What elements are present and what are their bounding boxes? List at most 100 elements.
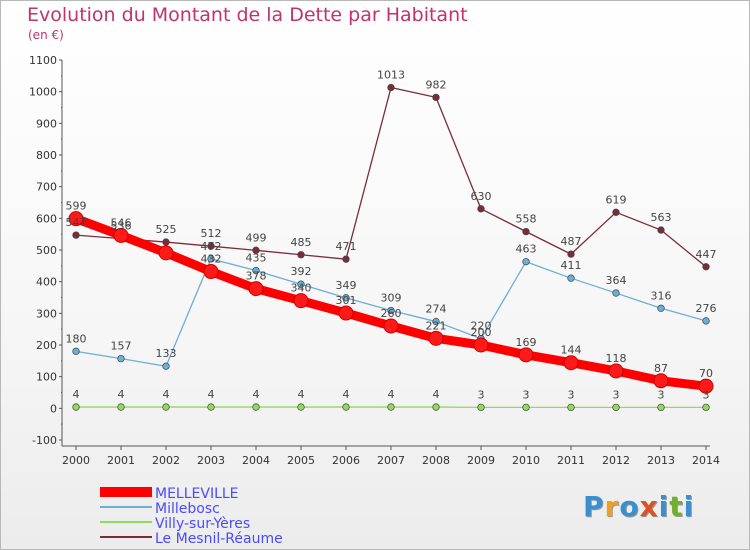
data-label-villy-sur-y-res: 4 xyxy=(118,388,125,401)
data-label-melleville: 169 xyxy=(516,336,537,349)
data-label-millebosc: 463 xyxy=(516,243,537,256)
data-point-millebosc xyxy=(162,362,170,370)
data-label-millebosc: 435 xyxy=(246,252,267,265)
data-point-millebosc xyxy=(342,294,350,302)
data-label-le-mesnil-r-aume: 447 xyxy=(696,248,717,261)
data-label-villy-sur-y-res: 3 xyxy=(523,388,530,401)
data-point-villy-sur-y-res xyxy=(117,403,125,411)
data-label-le-mesnil-r-aume: 499 xyxy=(246,231,267,244)
y-tick-label: 1000 xyxy=(29,86,57,99)
data-label-villy-sur-y-res: 4 xyxy=(298,388,305,401)
x-tick-label: 2013 xyxy=(647,454,675,467)
data-point-melleville xyxy=(563,355,579,371)
x-tick-label: 2010 xyxy=(512,454,540,467)
data-point-villy-sur-y-res xyxy=(162,403,170,411)
x-tick-label: 2014 xyxy=(692,454,720,467)
data-point-villy-sur-y-res xyxy=(72,403,80,411)
data-point-villy-sur-y-res xyxy=(567,403,575,412)
data-label-melleville: 546 xyxy=(111,216,132,229)
data-label-millebosc: 276 xyxy=(696,302,717,315)
x-tick-label: 2004 xyxy=(242,454,270,467)
y-tick-label: 400 xyxy=(36,276,57,289)
data-label-le-mesnil-r-aume: 563 xyxy=(651,211,672,224)
data-point-le-mesnil-r-aume xyxy=(297,251,305,259)
data-point-villy-sur-y-res xyxy=(342,403,350,411)
data-point-millebosc xyxy=(612,289,620,297)
x-tick-label: 2002 xyxy=(152,454,180,467)
data-point-le-mesnil-r-aume xyxy=(477,205,485,213)
data-label-le-mesnil-r-aume: 1013 xyxy=(377,69,405,82)
data-point-melleville xyxy=(473,337,489,353)
data-point-le-mesnil-r-aume xyxy=(432,93,440,102)
data-point-villy-sur-y-res xyxy=(252,403,260,411)
data-label-millebosc: 392 xyxy=(291,265,312,278)
data-label-villy-sur-y-res: 4 xyxy=(388,388,395,401)
data-label-melleville: 599 xyxy=(66,200,87,213)
data-point-villy-sur-y-res xyxy=(387,403,395,411)
proxiti-logo: Proxiti xyxy=(583,490,695,523)
y-tick-label: 600 xyxy=(36,212,57,225)
data-point-melleville xyxy=(158,245,174,261)
data-label-overlap: 378 xyxy=(246,270,267,283)
data-label-overlap: 301 xyxy=(336,294,357,307)
data-point-melleville xyxy=(68,211,84,227)
data-point-millebosc xyxy=(297,280,305,288)
data-label-melleville: 70 xyxy=(699,367,713,380)
data-label-le-mesnil-r-aume: 536 xyxy=(111,220,132,233)
data-label-millebosc: 411 xyxy=(561,259,582,272)
data-label-villy-sur-y-res: 3 xyxy=(568,388,575,401)
x-tick-label: 2003 xyxy=(197,454,225,467)
data-point-le-mesnil-r-aume xyxy=(612,208,620,216)
data-label-melleville: 144 xyxy=(561,344,582,357)
x-tick-label: 2006 xyxy=(332,454,360,467)
data-label-villy-sur-y-res: 4 xyxy=(253,388,260,401)
y-tick-label: 500 xyxy=(36,244,57,257)
chart-title: Evolution du Montant de la Dette par Hab… xyxy=(27,4,468,26)
data-point-melleville xyxy=(248,281,264,297)
y-tick-label: 700 xyxy=(36,181,57,194)
data-label-millebosc: 364 xyxy=(606,274,627,287)
chart-subtitle: (en €) xyxy=(28,28,64,42)
data-point-millebosc xyxy=(207,255,215,263)
data-point-le-mesnil-r-aume xyxy=(72,231,80,239)
data-label-overlap: 221 xyxy=(426,319,447,332)
data-point-melleville xyxy=(383,318,399,334)
data-label-millebosc: 133 xyxy=(156,347,177,360)
data-label-le-mesnil-r-aume: 525 xyxy=(156,223,177,236)
y-tick-label: 900 xyxy=(36,117,57,130)
data-label-villy-sur-y-res: 4 xyxy=(433,388,440,401)
data-label-le-mesnil-r-aume: 512 xyxy=(201,227,222,240)
data-point-le-mesnil-r-aume xyxy=(567,250,575,258)
data-label-villy-sur-y-res: 3 xyxy=(703,388,710,401)
data-point-millebosc xyxy=(702,317,710,325)
series-line-le-mesnil-r-aume xyxy=(75,86,707,268)
data-point-millebosc xyxy=(657,304,665,312)
legend-label-le-mesnil-r-aume: Le Mesnil-Réaume xyxy=(155,531,283,547)
data-point-villy-sur-y-res xyxy=(522,403,530,412)
x-tick-label: 2008 xyxy=(422,454,450,467)
data-point-le-mesnil-r-aume xyxy=(657,226,665,234)
data-label-le-mesnil-r-aume: 619 xyxy=(606,193,627,206)
data-point-melleville xyxy=(653,373,669,389)
data-point-millebosc xyxy=(252,266,260,275)
data-label-le-mesnil-r-aume: 487 xyxy=(561,235,582,248)
data-label-le-mesnil-r-aume: 558 xyxy=(516,213,537,226)
data-point-millebosc xyxy=(432,317,440,326)
y-tick-label: 1100 xyxy=(29,54,57,67)
data-label-melleville: 118 xyxy=(606,352,627,365)
data-label-le-mesnil-r-aume: 630 xyxy=(471,190,492,203)
data-label-le-mesnil-r-aume: 471 xyxy=(336,240,357,253)
data-label-millebosc: 349 xyxy=(336,279,357,292)
legend-label-villy-sur-y-res: Villy-sur-Yères xyxy=(155,516,250,532)
data-point-melleville xyxy=(608,363,624,379)
data-point-millebosc xyxy=(117,354,125,363)
data-point-millebosc xyxy=(72,347,80,355)
data-point-melleville xyxy=(338,305,354,321)
data-point-millebosc xyxy=(387,306,395,315)
x-tick-label: 2005 xyxy=(287,454,315,467)
data-label-overlap: 340 xyxy=(291,282,312,295)
legend-label-melleville: MELLEVILLE xyxy=(155,486,239,502)
y-tick-label: 800 xyxy=(36,149,57,162)
data-point-melleville xyxy=(203,264,219,280)
y-tick-label: -100 xyxy=(32,434,57,447)
